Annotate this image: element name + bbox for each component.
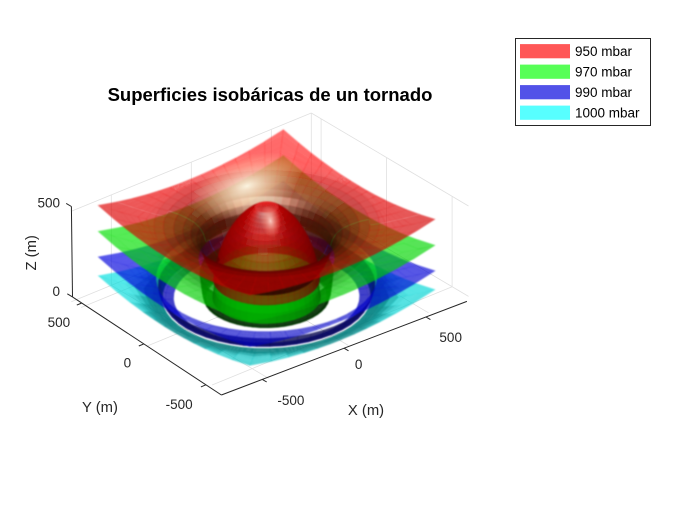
svg-text:0: 0 — [124, 356, 132, 371]
svg-text:-500: -500 — [277, 393, 304, 408]
svg-text:950 mbar: 950 mbar — [575, 44, 633, 59]
svg-text:Superficies isobáricas de un t: Superficies isobáricas de un tornado — [108, 84, 433, 105]
svg-text:500: 500 — [48, 315, 71, 330]
svg-text:-500: -500 — [166, 397, 193, 412]
svg-text:500: 500 — [439, 330, 462, 345]
svg-text:500: 500 — [37, 196, 60, 211]
svg-text:990 mbar: 990 mbar — [575, 85, 633, 100]
svg-text:0: 0 — [52, 284, 60, 299]
svg-text:Y (m): Y (m) — [82, 400, 118, 416]
svg-text:X (m): X (m) — [348, 403, 384, 419]
svg-text:Z (m): Z (m) — [24, 235, 40, 270]
svg-text:1000 mbar: 1000 mbar — [575, 106, 640, 121]
svg-text:0: 0 — [355, 357, 363, 372]
svg-text:970 mbar: 970 mbar — [575, 65, 633, 80]
